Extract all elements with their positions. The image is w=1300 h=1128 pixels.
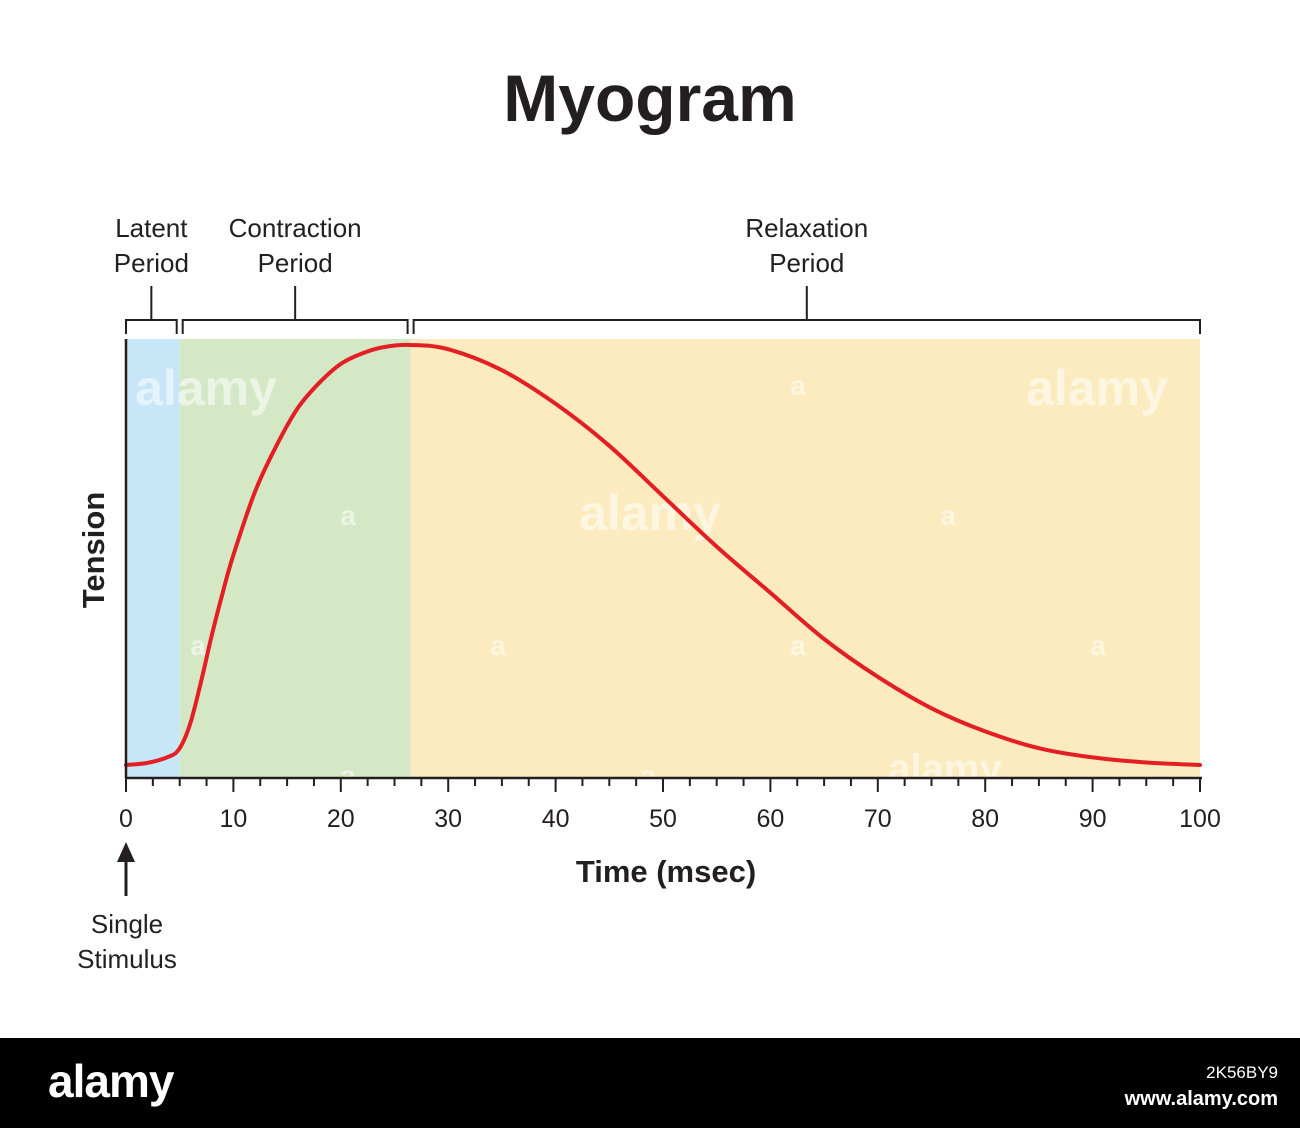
footer-logo: alamy (48, 1055, 174, 1107)
x-tick-label-50: 50 (649, 805, 677, 833)
watermark-letter-5: a (790, 630, 806, 661)
watermark-text-0: alamy (135, 360, 277, 416)
x-tick-label-60: 60 (756, 805, 784, 833)
stimulus-label-0: Single (91, 909, 163, 939)
x-tick-label-80: 80 (971, 805, 999, 833)
watermark-letter-7: a (340, 760, 356, 791)
x-axis-title: Time (msec) (576, 854, 756, 889)
image-id: 2K56BY9 (1206, 1063, 1278, 1082)
footer-bar: alamy 2K56BY9 www.alamy.com (0, 1038, 1300, 1128)
stimulus-annotation: Single Stimulus (77, 842, 177, 974)
stimulus-label-1: Stimulus (77, 944, 177, 974)
x-tick-label-100: 100 (1179, 805, 1221, 833)
tension-curve (124, 342, 1202, 767)
watermark-letter-2: a (940, 500, 956, 531)
phase-regions (126, 339, 1200, 778)
phase-brackets: Latent Period Contraction Period Relaxation P… (114, 213, 1201, 334)
watermark-text-2: alamy (579, 485, 721, 541)
x-tick-label-0: 0 (119, 805, 133, 833)
x-tick-label-70: 70 (864, 805, 892, 833)
x-tick-label-40: 40 (542, 805, 570, 833)
phase-label-0-1: Period (114, 248, 189, 278)
watermark-text-1: alamy (1026, 360, 1168, 416)
phase-label-2-0: Relaxation (745, 213, 868, 243)
phase-region-0 (126, 339, 180, 778)
phase-bracket-0 (125, 286, 178, 334)
x-tick-label-20: 20 (327, 805, 355, 833)
watermark-letter-4: a (490, 630, 506, 661)
phase-bracket-2 (412, 286, 1201, 334)
phase-region-2 (410, 339, 1200, 778)
stimulus-arrow-head (117, 842, 135, 862)
x-tick-label-90: 90 (1079, 805, 1107, 833)
x-tick-label-30: 30 (434, 805, 462, 833)
chart-title: Myogram (503, 61, 796, 135)
x-tick-label-10: 10 (219, 805, 247, 833)
axes: 0 10 20 30 40 50 60 70 80 90 100 (119, 339, 1221, 833)
watermark-letter-6: a (1090, 630, 1106, 661)
footer-credit: 2K56BY9 www.alamy.com (1125, 1060, 1278, 1112)
watermark-letter-1: a (340, 500, 356, 531)
phase-label-0-0: Latent (115, 213, 188, 243)
watermark-text-3: alamy (888, 747, 1002, 791)
phase-label-1-1: Period (258, 248, 333, 278)
phase-label-1-0: Contraction (229, 213, 362, 243)
watermark-letter-0: a (790, 370, 806, 401)
tension-curve-layer (124, 342, 1202, 767)
myogram-chart: Myogram alamy alamy alamy alamy a a a a a a a a a La… (76, 61, 1221, 974)
phase-label-2-1: Period (769, 248, 844, 278)
site-url: www.alamy.com (1124, 1088, 1278, 1110)
watermark-letter-3: a (190, 630, 206, 661)
watermark-letter-8: a (640, 760, 656, 791)
phase-bracket-1 (181, 286, 409, 334)
y-axis-title: Tension (76, 492, 111, 609)
watermark: alamy alamy alamy alamy a a a a a a a a a (135, 360, 1168, 791)
